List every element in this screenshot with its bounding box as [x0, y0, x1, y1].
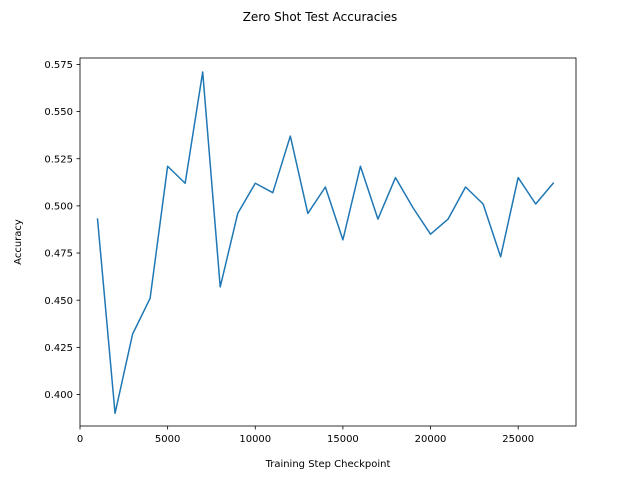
y-tick-label: 0.425	[44, 343, 73, 354]
x-tick-label: 10000	[239, 434, 271, 445]
y-tick-label: 0.575	[44, 60, 73, 71]
x-tick-label: 15000	[327, 434, 359, 445]
x-axis-label: Training Step Checkpoint	[265, 459, 391, 470]
y-tick-label: 0.550	[44, 107, 73, 118]
y-tick-label: 0.400	[44, 390, 73, 401]
y-tick-label: 0.500	[44, 201, 73, 212]
x-tick-label: 25000	[502, 434, 534, 445]
y-axis: 0.400 0.425 0.450 0.475 0.500 0.525 0.550 0.575	[44, 60, 80, 401]
series-line-0	[96, 71, 555, 415]
y-tick-label: 0.475	[44, 249, 73, 260]
y-axis-label: Accuracy	[13, 219, 24, 265]
y-tick-label: 0.450	[44, 296, 73, 307]
x-tick-label: 20000	[415, 434, 447, 445]
x-tick-label: 0	[77, 434, 83, 445]
y-tick-label: 0.525	[44, 154, 73, 165]
axes-frame	[79, 57, 577, 427]
series-layer	[96, 71, 555, 415]
x-tick-label: 5000	[155, 434, 180, 445]
x-axis: 0 5000 10000 15000 20000 25000	[77, 426, 534, 445]
plot-area: 0 5000 10000 15000 20000 25000 0.400 0.425 0.45…	[44, 57, 577, 445]
chart-title: Zero Shot Test Accuracies	[243, 10, 398, 24]
